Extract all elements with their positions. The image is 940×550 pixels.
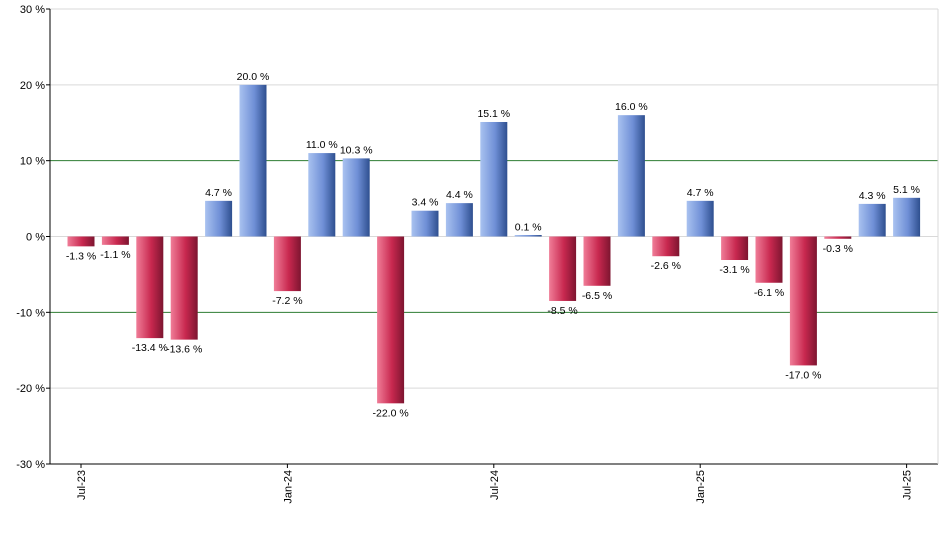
data-label: -3.1 % [719,264,749,276]
y-tick-label: 20 % [20,80,45,92]
bar [445,203,473,237]
data-label: 4.4 % [446,189,473,201]
data-label: 3.4 % [412,197,439,209]
data-label: 15.1 % [477,108,510,120]
bar [377,236,405,404]
bar [686,200,714,237]
bar [170,236,198,340]
x-tick-label: Jul-24 [489,470,501,500]
x-tick-label: Jul-23 [76,470,88,500]
data-label: 0.1 % [515,222,542,234]
data-label: 5.1 % [893,184,920,196]
data-label: -1.1 % [100,249,130,261]
data-label: -6.1 % [754,287,784,299]
data-label: 11.0 % [306,139,338,151]
bar [67,236,95,247]
data-label: 10.3 % [340,144,373,156]
y-tick-label: -10 % [16,307,45,319]
data-labels: -1.3 % -1.1 % -13.4 %-13.6 % 4.7 % 20.0 % -7.… [66,71,920,420]
bar [652,236,680,257]
data-label: 4.3 % [859,190,886,202]
bar [514,235,542,237]
bar [549,236,577,301]
bar [273,236,301,292]
bar [789,236,817,366]
bars [67,84,921,404]
y-tick-label: 0 % [26,232,45,244]
data-label: 4.7 % [687,187,714,199]
data-label: -7.2 % [272,295,302,307]
data-label: -13.6 % [166,344,202,356]
bar [411,210,439,237]
y-tick-label: 30 % [20,4,45,16]
bar [101,236,129,245]
data-label: -0.3 % [823,243,853,255]
bar [893,197,921,237]
x-tick-label: Jul-25 [902,470,914,500]
bar [342,158,370,237]
data-label: 20.0 % [237,71,270,83]
data-label: 16.0 % [615,101,648,113]
data-label: -6.5 % [582,290,612,302]
bar [617,115,645,237]
bar [721,236,749,261]
bar [755,236,783,283]
x-tick-label: Jan-25 [695,470,707,504]
bar [308,153,336,237]
bar [136,236,164,339]
y-tick-label: -30 % [16,459,45,471]
data-label: -8.5 % [547,305,577,317]
data-label: -22.0 % [373,407,409,419]
data-label: -17.0 % [785,369,821,381]
data-label: -1.3 % [66,250,96,262]
bar [480,121,508,237]
data-label: 4.7 % [205,187,232,199]
bar [824,236,852,239]
bar [205,200,233,237]
x-tick-label: Jan-24 [282,470,294,504]
y-tick-label: 10 % [20,156,45,168]
axes: 30 % 20 % 10 % 0 % -10 % -20 % -30 % Jul-23 Jan-… [16,4,939,504]
bar [858,203,886,237]
data-label: -13.4 % [132,342,168,354]
bar [583,236,611,286]
bar [239,84,267,237]
data-label: -2.6 % [651,260,681,272]
y-tick-label: -20 % [16,383,45,395]
